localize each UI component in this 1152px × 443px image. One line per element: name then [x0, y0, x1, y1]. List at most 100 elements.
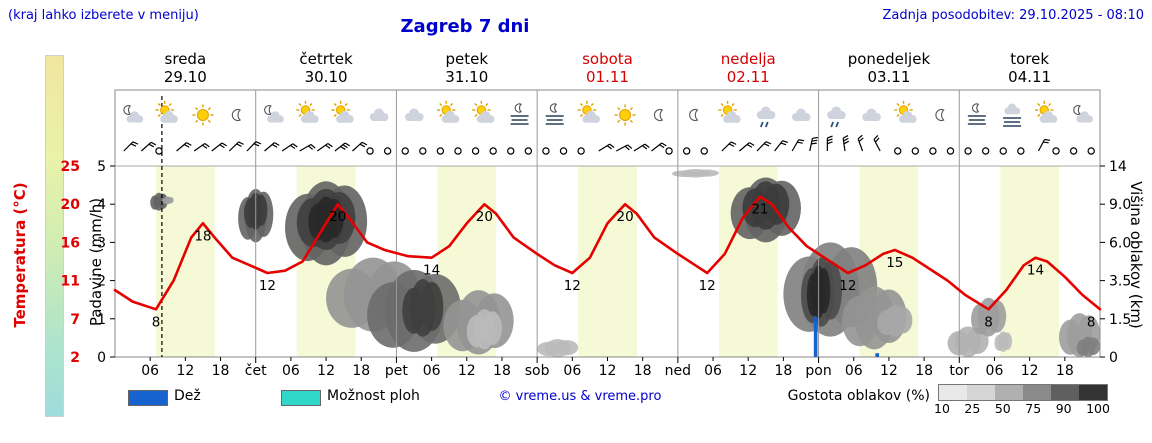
density-tick: 50	[994, 401, 1011, 416]
svg-text:04.11: 04.11	[1008, 68, 1051, 86]
svg-text:21: 21	[751, 202, 768, 218]
svg-text:14: 14	[423, 263, 440, 279]
svg-text:ponedeljek: ponedeljek	[848, 50, 931, 68]
svg-text:12: 12	[599, 363, 617, 379]
svg-text:02.11: 02.11	[727, 68, 770, 86]
svg-text:8: 8	[152, 314, 161, 330]
cloud-cover-layer	[150, 169, 1100, 357]
svg-text:12: 12	[458, 363, 476, 379]
density-tick: 10	[934, 401, 950, 416]
svg-text:18: 18	[493, 363, 511, 379]
svg-text:8: 8	[984, 314, 993, 330]
location-menu-hint: (kraj lahko izberete v meniju)	[8, 8, 199, 23]
svg-text:06: 06	[986, 363, 1004, 379]
svg-text:9.0: 9.0	[1109, 197, 1131, 213]
svg-text:5: 5	[97, 159, 106, 175]
svg-text:12: 12	[839, 278, 856, 294]
copyright-link[interactable]: © vreme.us & vreme.pro	[498, 389, 662, 404]
svg-text:29.10: 29.10	[164, 68, 207, 86]
svg-text:16: 16	[61, 235, 80, 251]
svg-text:6.0: 6.0	[1109, 235, 1131, 251]
rain-legend-swatch	[128, 390, 168, 406]
svg-text:pon: pon	[805, 363, 831, 379]
svg-text:18: 18	[212, 363, 230, 379]
svg-text:12: 12	[176, 363, 194, 379]
svg-text:1.5: 1.5	[1109, 312, 1131, 328]
svg-text:11: 11	[61, 274, 80, 290]
svg-text:7: 7	[70, 312, 80, 328]
density-tick: 25	[964, 401, 981, 416]
svg-text:0: 0	[1109, 350, 1118, 366]
svg-text:06: 06	[563, 363, 581, 379]
svg-text:sreda: sreda	[165, 50, 207, 68]
svg-text:12: 12	[739, 363, 757, 379]
x-axis-labels: 06 12 18 čet 06 12 18 pet 06 12 18 sob 06 12 18 ned 06 12…	[141, 363, 1073, 379]
svg-text:sobota: sobota	[582, 50, 633, 68]
svg-text:nedelja: nedelja	[721, 50, 776, 68]
svg-text:12: 12	[259, 278, 276, 294]
cloud-density-gradient-bar	[938, 384, 1108, 401]
svg-text:sob: sob	[525, 363, 550, 379]
svg-text:01.11: 01.11	[586, 68, 629, 86]
density-tick: 90	[1055, 401, 1072, 416]
svg-text:torek: torek	[1010, 50, 1049, 68]
daylight-bands	[156, 166, 1059, 357]
svg-text:12: 12	[1021, 363, 1039, 379]
svg-text:03.11: 03.11	[867, 68, 910, 86]
svg-text:20: 20	[476, 209, 493, 225]
cloud-height-axis-title: Višina oblakov (km)	[1127, 181, 1145, 329]
temperature-value-labels: 8 18 12 20 14 20 12 20 12 21 12 15 8 14 8	[152, 202, 1096, 331]
svg-text:2: 2	[70, 350, 80, 366]
svg-text:ned: ned	[665, 363, 691, 379]
svg-text:petek: petek	[446, 50, 489, 68]
svg-text:8: 8	[1087, 314, 1096, 330]
svg-text:20: 20	[61, 197, 81, 213]
precipitation-axis-title: Padavine (mm/h)	[87, 197, 105, 327]
svg-text:0: 0	[97, 350, 106, 366]
cloud-density-legend-label: Gostota oblakov (%)	[787, 388, 930, 404]
cloud-density-tick-labels: 10 25 50 75 90 100	[934, 401, 1110, 416]
svg-text:06: 06	[423, 363, 441, 379]
svg-text:15: 15	[886, 255, 903, 271]
svg-text:30.10: 30.10	[305, 68, 348, 86]
svg-text:06: 06	[845, 363, 863, 379]
svg-text:18: 18	[352, 363, 370, 379]
svg-text:12: 12	[880, 363, 898, 379]
page-title: Zagreb 7 dni	[400, 16, 530, 37]
svg-text:06: 06	[282, 363, 300, 379]
svg-text:14: 14	[1027, 263, 1044, 279]
svg-text:20: 20	[329, 209, 346, 225]
svg-text:1: 1	[97, 312, 106, 328]
svg-text:12: 12	[317, 363, 335, 379]
temperature-curve	[113, 195, 1102, 311]
svg-text:18: 18	[634, 363, 652, 379]
svg-text:12: 12	[564, 278, 581, 294]
density-tick: 75	[1025, 401, 1042, 416]
svg-text:18: 18	[1056, 363, 1074, 379]
svg-text:18: 18	[194, 228, 211, 244]
chart-frame	[110, 89, 1105, 363]
showers-legend-swatch	[281, 390, 321, 406]
rain-legend-label: Dež	[174, 388, 201, 404]
svg-text:čet: čet	[245, 363, 267, 379]
svg-text:25: 25	[61, 159, 80, 175]
precipitation-bars	[813, 316, 880, 357]
svg-text:31.10: 31.10	[445, 68, 488, 86]
showers-legend-label: Možnost ploh	[327, 388, 420, 404]
density-tick: 100	[1086, 401, 1110, 416]
temperature-color-strip	[45, 55, 64, 417]
svg-text:18: 18	[774, 363, 792, 379]
svg-text:4: 4	[97, 197, 106, 213]
last-update-text: Zadnja posodobitev: 29.10.2025 - 08:10	[882, 8, 1144, 23]
svg-text:3: 3	[97, 235, 106, 251]
svg-text:20: 20	[616, 209, 633, 225]
svg-text:tor: tor	[949, 363, 969, 379]
svg-text:06: 06	[141, 363, 159, 379]
wind-barbs-row	[123, 134, 1095, 155]
svg-text:12: 12	[699, 278, 716, 294]
svg-text:pet: pet	[385, 363, 409, 379]
